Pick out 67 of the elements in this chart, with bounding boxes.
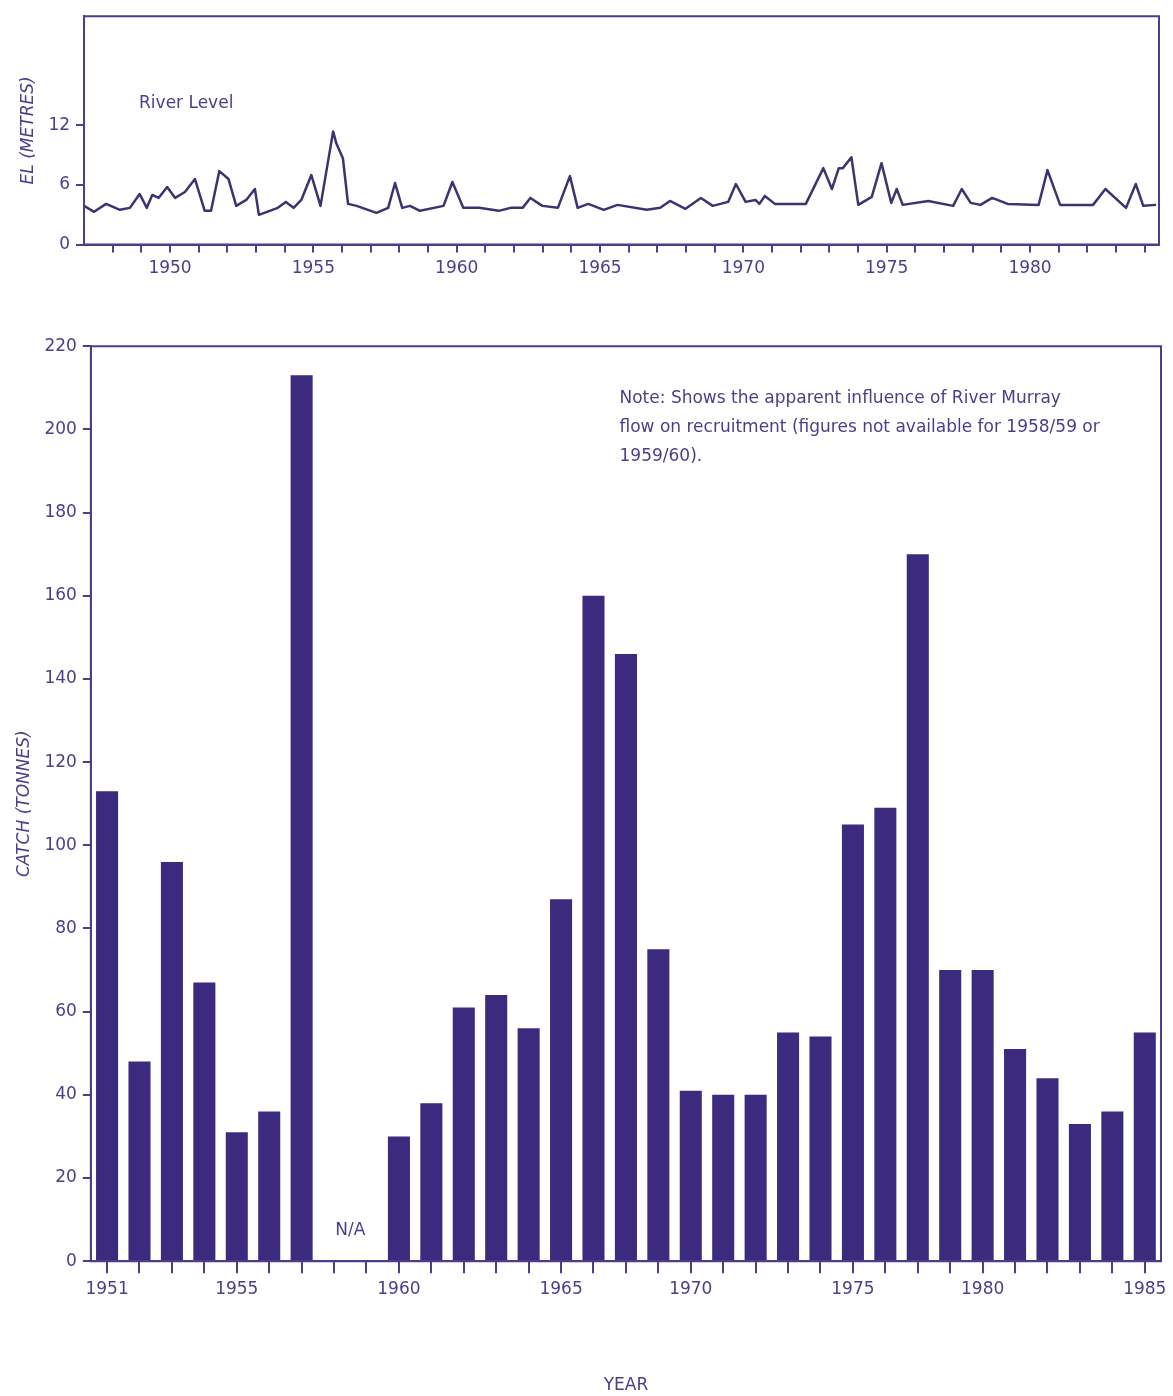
x-tick-label: 1955 (291, 257, 335, 278)
bar (939, 970, 962, 1261)
y-tick-label: 6 (59, 173, 71, 194)
bar (809, 1036, 832, 1261)
x-tick-label: 1960 (377, 1277, 421, 1298)
y-tick-label: 180 (44, 500, 77, 521)
y-tick-label: 160 (44, 584, 77, 605)
y-tick-label: 200 (44, 417, 77, 438)
x-tick-label: 1980 (1008, 257, 1052, 278)
bar (1004, 1049, 1027, 1261)
x-tick-label: 1950 (148, 257, 192, 278)
bar (841, 824, 864, 1261)
bar (874, 807, 897, 1261)
bar (744, 1094, 767, 1261)
x-tick-label: 1965 (578, 257, 622, 278)
annotation: Note: Shows the apparent influence of River Murray flow on recruitment (figures not available for 1958/59 or 1959/60). (619, 387, 1100, 466)
text: River Level (139, 92, 234, 113)
bar (517, 1028, 540, 1261)
y-axis-title: EL (METRES) (16, 76, 37, 185)
bar (906, 554, 929, 1261)
bar (290, 375, 313, 1261)
x-tick-label: 1965 (539, 1277, 583, 1298)
bar (128, 1061, 151, 1261)
y-tick-label: 0 (66, 1249, 77, 1270)
x-tick-label: 1955 (215, 1277, 259, 1298)
bar (452, 1007, 475, 1261)
bar (420, 1103, 443, 1261)
bar (258, 1111, 281, 1261)
y-tick-label: 20 (55, 1166, 77, 1187)
y-tick-label: 80 (55, 916, 77, 937)
x-tick-label: 1951 (85, 1277, 129, 1298)
x-tick-label: 1980 (961, 1277, 1005, 1298)
x-tick-label: 1985 (1123, 1277, 1167, 1298)
x-tick-label: 1970 (669, 1277, 713, 1298)
x-tick-label: 1975 (865, 257, 909, 278)
y-axis-title: CATCH (TONNES) (12, 730, 33, 878)
bar (1036, 1078, 1059, 1261)
bar (971, 970, 994, 1261)
bar (712, 1094, 735, 1261)
bar (647, 949, 670, 1261)
bar (485, 995, 508, 1261)
y-tick-label: 220 (44, 334, 77, 355)
y-tick-label: 140 (44, 667, 77, 688)
bar (550, 899, 573, 1261)
x-tick-label: 1960 (435, 257, 479, 278)
bar (225, 1132, 248, 1261)
y-tick-label: 100 (44, 833, 77, 854)
y-tick-label: 12 (48, 113, 71, 134)
bar (777, 1032, 800, 1261)
bar (1133, 1032, 1156, 1261)
y-tick-label: 60 (55, 1000, 77, 1021)
y-tick-label: 40 (55, 1083, 77, 1104)
y-tick-label: 0 (59, 233, 71, 254)
bar (96, 791, 119, 1261)
bar (679, 1090, 702, 1261)
x-axis-title: YEAR (602, 1374, 649, 1395)
bar (582, 595, 605, 1261)
annotation: N/A (335, 1219, 366, 1240)
bar (1068, 1123, 1091, 1261)
bar (160, 861, 183, 1261)
bar (387, 1136, 410, 1261)
x-tick-label: 1975 (831, 1277, 875, 1298)
x-tick-label: 1970 (721, 257, 765, 278)
y-tick-label: 120 (44, 750, 77, 771)
bar (193, 982, 216, 1261)
bar (1101, 1111, 1124, 1261)
bar (614, 653, 637, 1261)
